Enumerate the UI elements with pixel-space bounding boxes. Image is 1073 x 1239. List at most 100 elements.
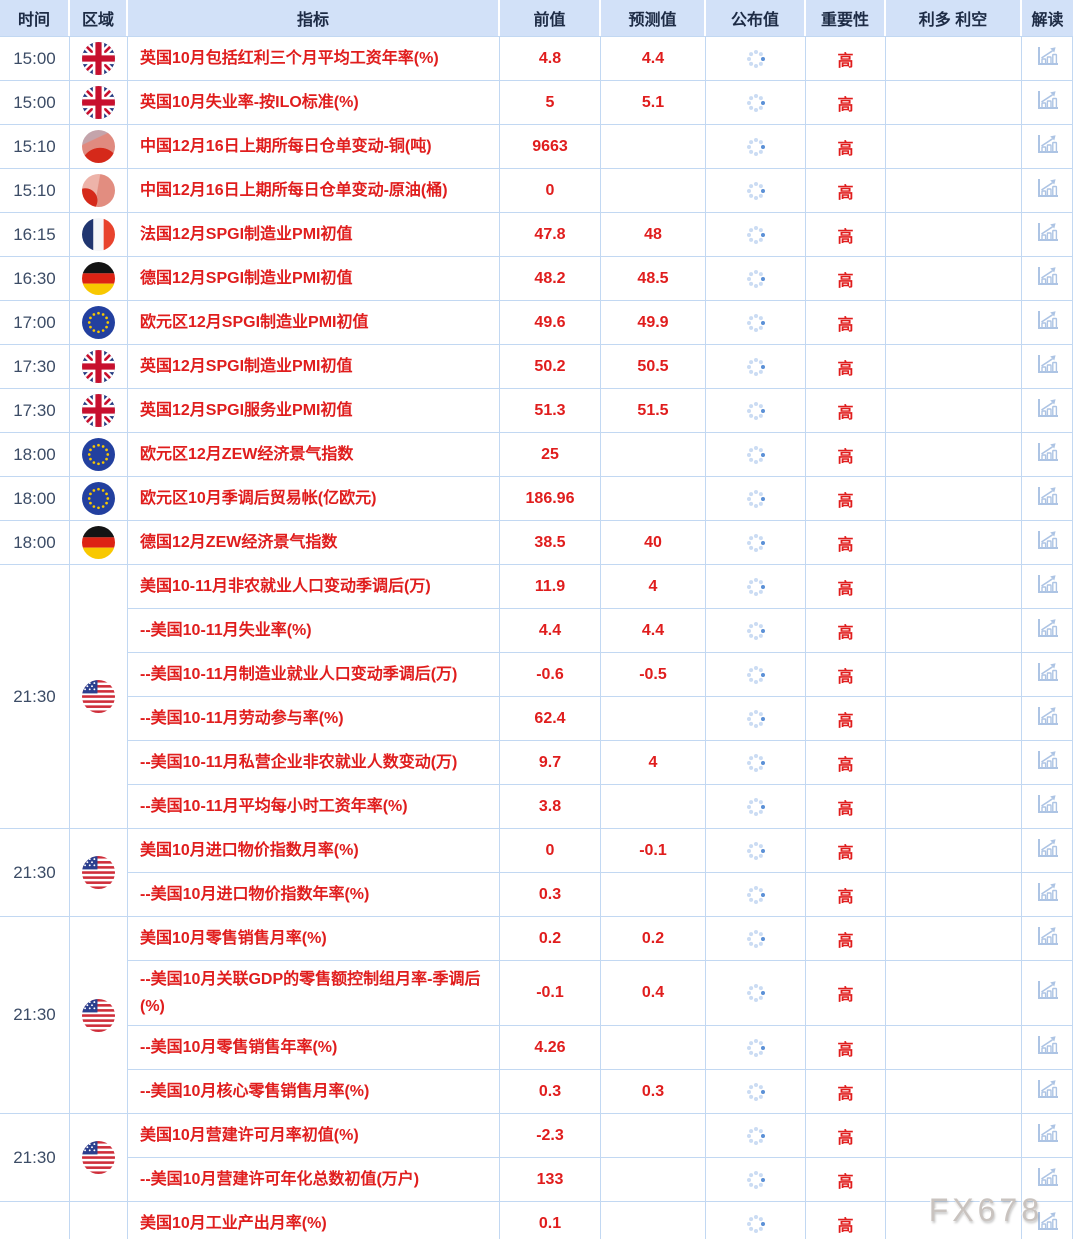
chart-trend-icon[interactable] [1035, 749, 1060, 777]
indicator-cell[interactable]: 德国12月SPGI制造业PMI初值 [128, 257, 500, 300]
chart-trend-icon[interactable] [1035, 485, 1060, 513]
chart-trend-icon[interactable] [1035, 925, 1060, 953]
indicator-cell[interactable]: --美国10-11月平均每小时工资年率(%) [128, 785, 500, 828]
chart-trend-icon[interactable] [1035, 353, 1060, 381]
importance-cell: 高 [806, 1070, 886, 1113]
indicator-cell[interactable]: 德国12月ZEW经济景气指数 [128, 521, 500, 564]
indicator-label: 欧元区12月ZEW经济景气指数 [140, 446, 354, 463]
loading-spinner-icon [754, 409, 758, 413]
indicator-cell[interactable]: 欧元区10月季调后贸易帐(亿欧元) [128, 477, 500, 520]
indicator-cell[interactable]: --美国10-11月失业率(%) [128, 609, 500, 652]
interpret-cell [1022, 1070, 1073, 1113]
previous-value: 4.26 [534, 1038, 566, 1056]
indicator-cell[interactable]: 英国10月失业率-按ILO标准(%) [128, 81, 500, 124]
chart-trend-icon[interactable] [1035, 573, 1060, 601]
importance-badge: 高 [837, 52, 854, 70]
indicator-cell[interactable]: 欧元区12月SPGI制造业PMI初值 [128, 301, 500, 344]
chart-trend-icon[interactable] [1035, 89, 1060, 117]
forecast-value-cell: 0.3 [601, 1070, 706, 1113]
time-cell: 15:10 [0, 169, 70, 212]
previous-value-cell: 4.4 [500, 609, 601, 652]
previous-value: -2.3 [536, 1126, 564, 1144]
previous-value: 0.2 [538, 929, 562, 947]
indicator-cell[interactable]: 法国12月SPGI制造业PMI初值 [128, 213, 500, 256]
table-row: --美国10-11月平均每小时工资年率(%) 3.8 高 [128, 785, 1073, 828]
indicator-cell[interactable]: --美国10月核心零售销售月率(%) [128, 1070, 500, 1113]
time-cell: 17:00 [0, 301, 70, 344]
chart-trend-icon[interactable] [1035, 1166, 1060, 1194]
chart-trend-icon[interactable] [1035, 133, 1060, 161]
chart-trend-icon[interactable] [1035, 309, 1060, 337]
chart-trend-icon[interactable] [1035, 397, 1060, 425]
chart-trend-icon[interactable] [1035, 177, 1060, 205]
flag-germany-icon [82, 526, 115, 559]
importance-cell: 高 [806, 37, 886, 80]
indicator-cell[interactable]: 美国10月进口物价指数月率(%) [128, 829, 500, 872]
chart-trend-icon[interactable] [1035, 441, 1060, 469]
indicator-cell[interactable]: --美国10月营建许可年化总数初值(万户) [128, 1158, 500, 1201]
chart-trend-icon[interactable] [1035, 529, 1060, 557]
indicator-label: 中国12月16日上期所每日仓单变动-铜(吨) [140, 138, 432, 155]
indicator-cell[interactable]: 美国10月营建许可月率初值(%) [128, 1114, 500, 1157]
indicator-label: 美国10月营建许可月率初值(%) [140, 1127, 359, 1144]
interpret-cell [1022, 389, 1073, 432]
previous-value-cell: 38.5 [500, 521, 601, 564]
previous-value-cell: 48.2 [500, 257, 601, 300]
indicator-cell[interactable]: 中国12月16日上期所每日仓单变动-原油(桶) [128, 169, 500, 212]
loading-spinner-icon [754, 1222, 758, 1226]
indicator-cell[interactable]: 欧元区12月ZEW经济景气指数 [128, 433, 500, 476]
previous-value: 0 [545, 181, 555, 199]
time-cell [0, 1202, 70, 1239]
chart-trend-icon[interactable] [1035, 979, 1060, 1007]
forecast-value: 40 [644, 533, 662, 551]
chart-trend-icon[interactable] [1035, 1034, 1060, 1062]
chart-trend-icon[interactable] [1035, 1210, 1060, 1238]
region-cell [70, 1114, 128, 1201]
indicator-cell[interactable]: 英国12月SPGI制造业PMI初值 [128, 345, 500, 388]
indicator-cell[interactable]: 英国10月包括红利三个月平均工资年率(%) [128, 37, 500, 80]
time-cell: 16:30 [0, 257, 70, 300]
table-row: 英国12月SPGI服务业PMI初值 51.3 51.5 高 [128, 389, 1073, 432]
chart-trend-icon[interactable] [1035, 661, 1060, 689]
loading-spinner-icon [754, 893, 758, 897]
bull-bear-cell [886, 345, 1022, 388]
chart-trend-icon[interactable] [1035, 265, 1060, 293]
previous-value-cell: 133 [500, 1158, 601, 1201]
chart-trend-icon[interactable] [1035, 793, 1060, 821]
indicator-cell[interactable]: 美国10-11月非农就业人口变动季调后(万) [128, 565, 500, 608]
indicator-label: --美国10-11月私营企业非农就业人数变动(万) [140, 754, 458, 771]
region-cell [70, 81, 128, 124]
indicator-cell[interactable]: --美国10-11月制造业就业人口变动季调后(万) [128, 653, 500, 696]
region-cell [70, 257, 128, 300]
calendar-group: 17:30 英国12月SPGI制造业PMI初值 50.2 50.5 高 [0, 345, 1073, 389]
indicator-cell[interactable]: --美国10月进口物价指数年率(%) [128, 873, 500, 916]
indicator-cell[interactable]: --美国10-11月劳动参与率(%) [128, 697, 500, 740]
table-row: --美国10-11月私营企业非农就业人数变动(万) 9.7 4 高 [128, 741, 1073, 785]
chart-trend-icon[interactable] [1035, 837, 1060, 865]
forecast-value-cell: 4 [601, 741, 706, 784]
chart-trend-icon[interactable] [1035, 617, 1060, 645]
bull-bear-cell [886, 873, 1022, 916]
indicator-cell[interactable]: --美国10-11月私营企业非农就业人数变动(万) [128, 741, 500, 784]
chart-trend-icon[interactable] [1035, 705, 1060, 733]
forecast-value-cell: 0.4 [601, 961, 706, 1025]
chart-trend-icon[interactable] [1035, 1122, 1060, 1150]
chart-trend-icon[interactable] [1035, 1078, 1060, 1106]
importance-badge: 高 [837, 404, 854, 422]
indicator-cell[interactable]: --美国10月零售销售年率(%) [128, 1026, 500, 1069]
indicator-cell[interactable]: --美国10月关联GDP的零售额控制组月率-季调后(%) [128, 961, 500, 1025]
indicator-cell[interactable]: 中国12月16日上期所每日仓单变动-铜(吨) [128, 125, 500, 168]
chart-trend-icon[interactable] [1035, 881, 1060, 909]
indicator-cell[interactable]: 美国10月零售销售月率(%) [128, 917, 500, 960]
importance-cell: 高 [806, 1158, 886, 1201]
time-cell: 18:00 [0, 477, 70, 520]
previous-value-cell: 11.9 [500, 565, 601, 608]
bull-bear-cell [886, 257, 1022, 300]
chart-trend-icon[interactable] [1035, 45, 1060, 73]
bull-bear-cell [886, 785, 1022, 828]
published-value-cell [706, 697, 806, 740]
indicator-cell[interactable]: 英国12月SPGI服务业PMI初值 [128, 389, 500, 432]
indicator-cell[interactable]: 美国10月工业产出月率(%) [128, 1202, 500, 1239]
chart-trend-icon[interactable] [1035, 221, 1060, 249]
bull-bear-cell [886, 169, 1022, 212]
